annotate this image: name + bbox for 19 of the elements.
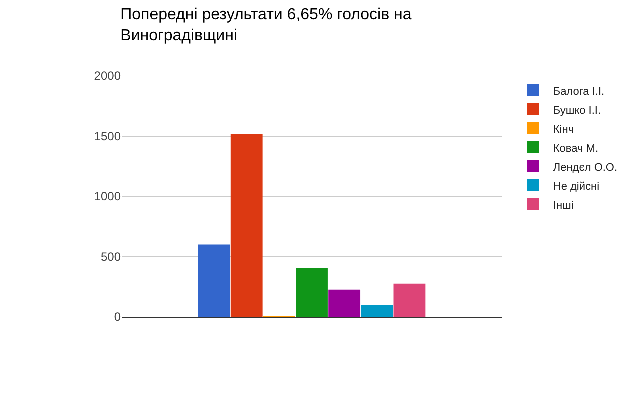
legend-label: Балога І.І. <box>553 86 605 98</box>
bar <box>198 244 230 317</box>
chart-title: Попередні результати 6,65% голосів на Виноградівщині <box>120 6 412 44</box>
legend-label: Не дійсні <box>553 180 600 193</box>
bar <box>328 290 361 317</box>
y-tick-label: 1500 <box>94 129 122 144</box>
legend-label: Ковач М. <box>553 142 599 155</box>
bar <box>230 134 263 317</box>
y-tick-label: 1000 <box>94 190 122 204</box>
y-tick-label: 2000 <box>94 69 122 84</box>
bar <box>361 304 394 317</box>
y-tick-label: 0 <box>114 310 122 324</box>
legend-label: Лендєл О.О. <box>553 162 618 174</box>
bar <box>394 284 426 317</box>
legend-label: Інші <box>553 200 574 212</box>
legend-label: Кінч <box>553 124 574 136</box>
y-tick-label: 500 <box>100 250 122 264</box>
legend-label: Бушко І.І. <box>553 104 602 117</box>
bar <box>296 268 328 317</box>
